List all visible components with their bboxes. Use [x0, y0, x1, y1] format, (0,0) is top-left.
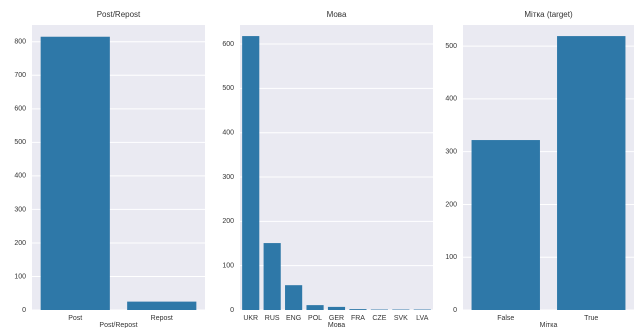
bar — [263, 243, 281, 310]
y-tick-label: 300 — [445, 149, 457, 156]
y-tick-label: 600 — [14, 106, 26, 113]
bar — [557, 36, 626, 310]
bar — [127, 301, 197, 310]
y-tick-label: 0 — [230, 307, 234, 314]
y-tick-label: 100 — [14, 273, 26, 280]
chart-title: Post/Repost — [97, 10, 141, 19]
bar — [306, 305, 324, 310]
y-tick-label: 700 — [14, 72, 26, 79]
y-tick-label: 400 — [445, 96, 457, 103]
chart-title: Мітка (target) — [524, 10, 573, 19]
y-tick-label: 0 — [22, 307, 26, 314]
y-tick-label: 100 — [445, 254, 457, 261]
bar — [40, 36, 110, 311]
x-tick-label: RUS — [265, 315, 280, 322]
y-tick-label: 400 — [222, 130, 234, 137]
x-tick-label: SVK — [394, 315, 408, 322]
x-tick-label: GER — [329, 315, 344, 322]
x-axis-label: Post/Repost — [99, 322, 137, 328]
y-tick-label: 200 — [222, 218, 234, 225]
chart-title: Мова — [327, 10, 347, 19]
x-tick-label: ENG — [286, 315, 301, 322]
y-tick-label: 100 — [222, 263, 234, 270]
x-tick-label: Repost — [151, 315, 173, 322]
bar — [471, 140, 540, 310]
y-tick-label: 500 — [445, 43, 457, 50]
bar — [242, 36, 260, 310]
y-tick-label: 0 — [453, 307, 457, 314]
bar — [327, 306, 346, 310]
y-tick-label: 600 — [222, 41, 234, 48]
bar — [285, 285, 303, 310]
x-tick-label: Post — [68, 315, 82, 322]
y-tick-label: 800 — [14, 39, 26, 46]
y-tick-label: 400 — [14, 173, 26, 180]
x-tick-label: UKR — [243, 315, 258, 322]
x-axis-label: Мова — [328, 322, 345, 328]
y-tick-label: 300 — [222, 174, 234, 181]
x-tick-label: POL — [308, 315, 322, 322]
y-tick-label: 300 — [14, 206, 26, 213]
bar — [349, 309, 367, 310]
x-tick-label: True — [584, 315, 598, 322]
y-tick-label: 200 — [445, 201, 457, 208]
x-tick-label: FRA — [351, 315, 365, 322]
x-tick-label: CZE — [372, 315, 386, 322]
y-tick-label: 500 — [14, 139, 26, 146]
x-axis-label: Мітка — [540, 321, 558, 328]
y-tick-label: 200 — [14, 240, 26, 247]
x-tick-label: LVA — [416, 315, 429, 322]
x-tick-label: False — [497, 315, 514, 322]
y-tick-label: 500 — [222, 85, 234, 92]
